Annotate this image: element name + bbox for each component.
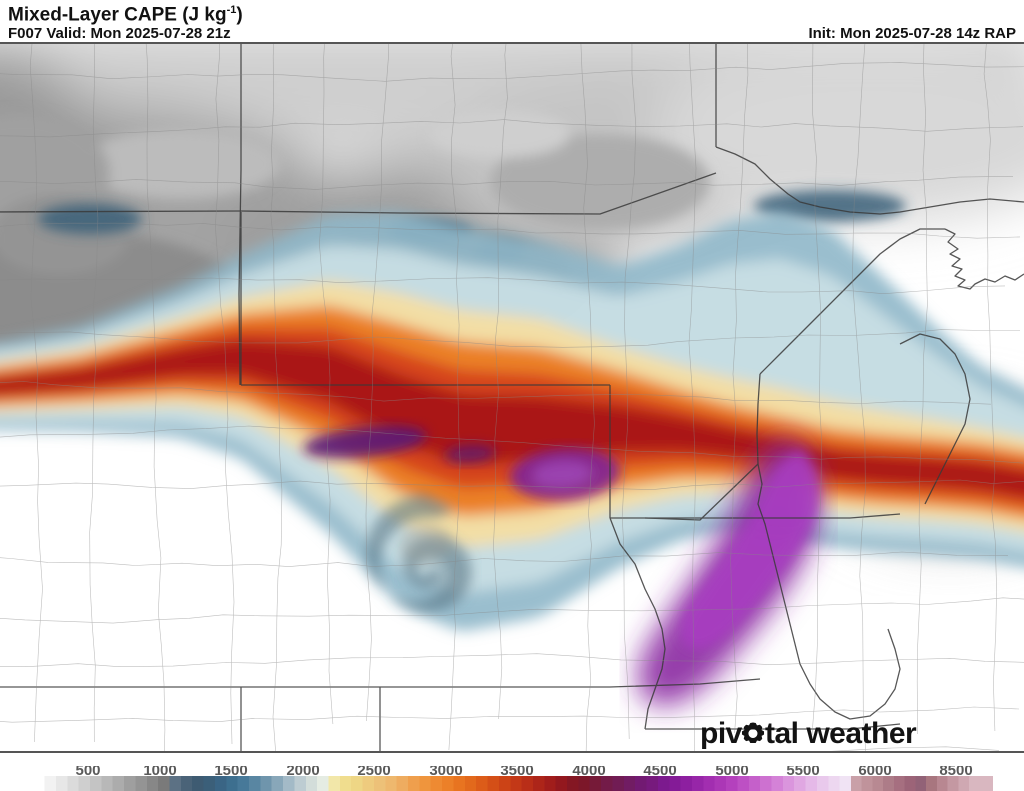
svg-text:500: 500 <box>75 766 100 776</box>
svg-text:3000: 3000 <box>429 766 462 776</box>
svg-text:8500: 8500 <box>939 766 972 776</box>
svg-text:4000: 4000 <box>572 766 605 776</box>
svg-text:2000: 2000 <box>286 766 319 776</box>
svg-text:piv: piv <box>700 717 743 750</box>
svg-text:5000: 5000 <box>715 766 748 776</box>
svg-text:2500: 2500 <box>357 766 390 776</box>
svg-text:tal weather: tal weather <box>765 717 917 750</box>
svg-text:6000: 6000 <box>858 766 891 776</box>
svg-text:1500: 1500 <box>214 766 247 776</box>
svg-text:4500: 4500 <box>643 766 676 776</box>
svg-text:1000: 1000 <box>143 766 176 776</box>
svg-text:5500: 5500 <box>786 766 819 776</box>
svg-text:3500: 3500 <box>500 766 533 776</box>
